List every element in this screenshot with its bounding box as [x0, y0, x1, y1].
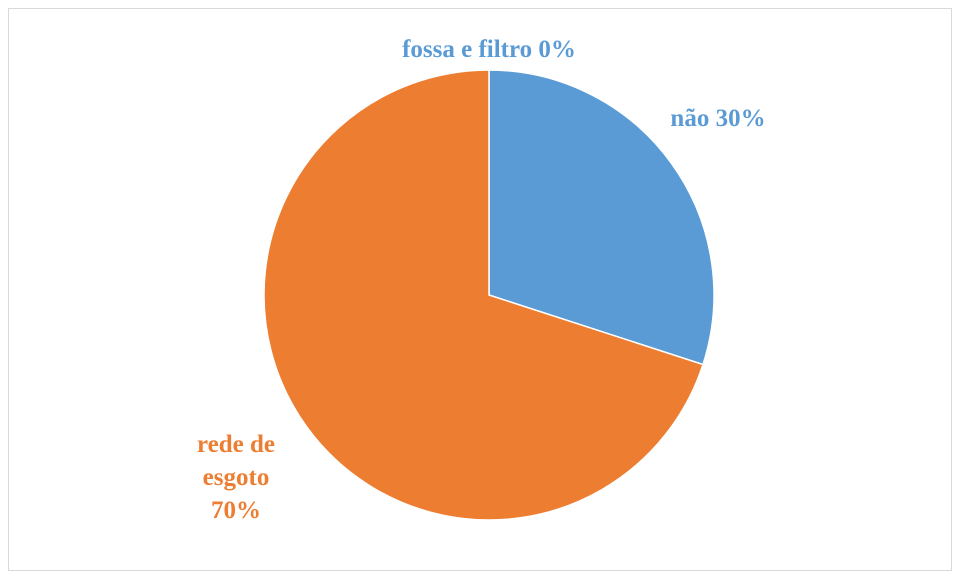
category-label: rede de esgoto [197, 431, 275, 491]
data-label: fossa e filtro 0% [339, 33, 639, 66]
pie-slice [263, 69, 704, 521]
value-label: 0% [538, 36, 576, 63]
category-label: fossa e filtro [402, 36, 533, 63]
data-label: rede de esgoto 70% [176, 428, 296, 527]
data-label: não 30% [668, 102, 768, 135]
value-label: 30% [715, 105, 766, 132]
value-label: 70% [211, 497, 261, 524]
pie-slice [488, 69, 715, 366]
category-label: não [670, 105, 710, 132]
